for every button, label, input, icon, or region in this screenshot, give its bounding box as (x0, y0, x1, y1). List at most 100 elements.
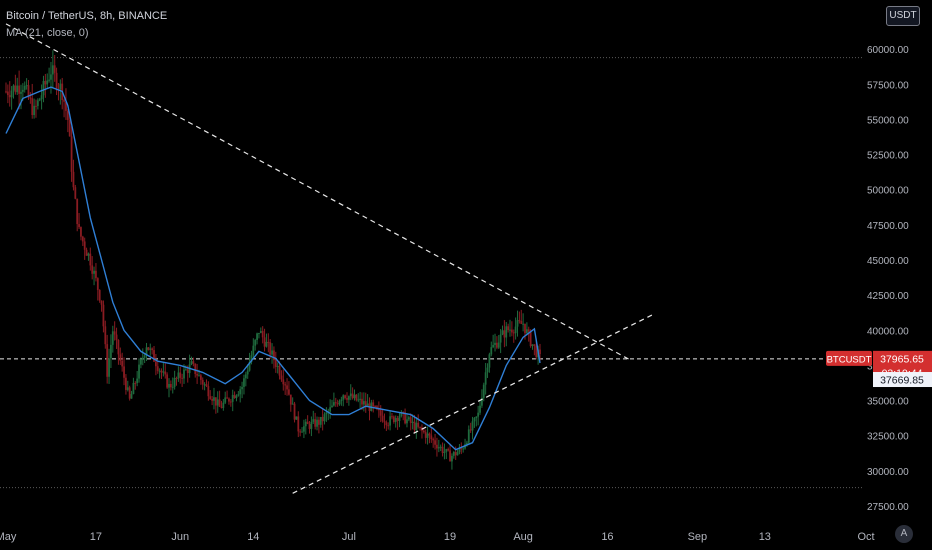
candle-body (432, 439, 435, 441)
candle-body (241, 386, 243, 390)
candle-body (55, 72, 58, 90)
candle-body (394, 418, 397, 423)
candle-body (220, 406, 223, 408)
y-tick-label: 57500.00 (867, 80, 909, 91)
candle-body (334, 402, 337, 404)
candle-body (66, 110, 69, 120)
candle-body (154, 361, 157, 367)
ma-price-label: 37669.85 (880, 375, 924, 387)
candle-body (231, 394, 234, 402)
candle-body (291, 403, 294, 405)
candle-body (389, 416, 391, 426)
candle-body (35, 105, 37, 107)
candle-body (104, 326, 107, 345)
candle-body (44, 80, 47, 85)
candle-body (218, 399, 221, 407)
x-tick-label: 17 (90, 531, 102, 543)
candle-body (128, 387, 131, 399)
trendline-1 (292, 314, 653, 494)
candle-body (355, 394, 358, 401)
candle-body (514, 326, 517, 334)
candle-body (417, 422, 420, 427)
candle-body (473, 418, 476, 422)
candle-body (492, 344, 495, 348)
candle-body (186, 369, 189, 374)
symbol-tag: BTCUSDT (827, 354, 872, 365)
candle-body (53, 65, 56, 73)
candle-body (310, 421, 313, 429)
candles-layer (5, 50, 541, 470)
candle-body (484, 372, 487, 385)
candle-body (342, 395, 345, 400)
candle-body (209, 396, 212, 399)
candle-body (267, 341, 270, 343)
candle-body (482, 384, 485, 398)
candle-body (331, 405, 333, 408)
candle-body (520, 320, 523, 324)
candle-body (497, 342, 500, 348)
candle-body (237, 394, 240, 396)
candle-body (228, 398, 230, 402)
candle-body (27, 85, 30, 98)
x-tick-label: May (0, 531, 17, 543)
currency-button[interactable]: USDT (886, 6, 920, 26)
moving-average-layer (5, 86, 541, 451)
candle-body (349, 393, 352, 397)
y-tick-label: 50000.00 (867, 186, 909, 197)
auto-scale-button[interactable]: A (895, 525, 913, 543)
candle-body (81, 236, 84, 242)
candle-body (527, 329, 530, 332)
candle-body (246, 370, 249, 375)
candle-body (494, 342, 496, 345)
y-tick-label: 30000.00 (867, 467, 909, 478)
candle-body (250, 355, 253, 362)
symbol-legend[interactable]: Bitcoin / TetherUS, 8h, BINANCE (6, 10, 168, 22)
candle-body (304, 421, 307, 427)
candle-body (190, 361, 193, 365)
candle-body (430, 435, 433, 440)
y-tick-label: 60000.00 (867, 45, 909, 56)
candle-body (145, 347, 148, 356)
candle-body (456, 452, 459, 456)
candle-body (299, 431, 302, 433)
candle-body (25, 85, 28, 87)
candle-body (451, 455, 453, 462)
candle-body (323, 414, 326, 422)
candle-body (259, 331, 262, 333)
candle-body (42, 80, 45, 96)
candle-body (23, 85, 26, 90)
candle-body (289, 394, 292, 405)
candle-body (222, 402, 225, 408)
candle-body (306, 421, 309, 425)
candle-body (261, 331, 264, 338)
candle-body (117, 339, 120, 355)
candle-body (426, 433, 429, 438)
candle-body (471, 421, 474, 431)
candle-body (254, 340, 257, 346)
candle-body (392, 416, 395, 423)
candle-body (72, 171, 75, 188)
candle-body (282, 379, 285, 385)
candle-body (36, 100, 39, 106)
candle-body (83, 241, 86, 250)
candle-body (340, 399, 343, 401)
candle-body (239, 389, 242, 395)
candle-body (263, 337, 266, 347)
candle-body (379, 410, 382, 416)
candle-body (467, 429, 470, 443)
candle-body (113, 331, 116, 335)
candle-body (319, 416, 322, 425)
candle-body (308, 424, 311, 429)
y-tick-label: 40000.00 (867, 326, 909, 337)
candle-body (522, 323, 525, 325)
ma-legend[interactable]: MA (21, close, 0) (6, 27, 89, 39)
candle-body (248, 361, 251, 371)
candle-body (525, 329, 528, 334)
candle-body (293, 403, 296, 420)
candle-body (312, 419, 315, 422)
candle-body (59, 83, 62, 90)
candle-body (490, 347, 493, 355)
candle-body (95, 270, 97, 279)
